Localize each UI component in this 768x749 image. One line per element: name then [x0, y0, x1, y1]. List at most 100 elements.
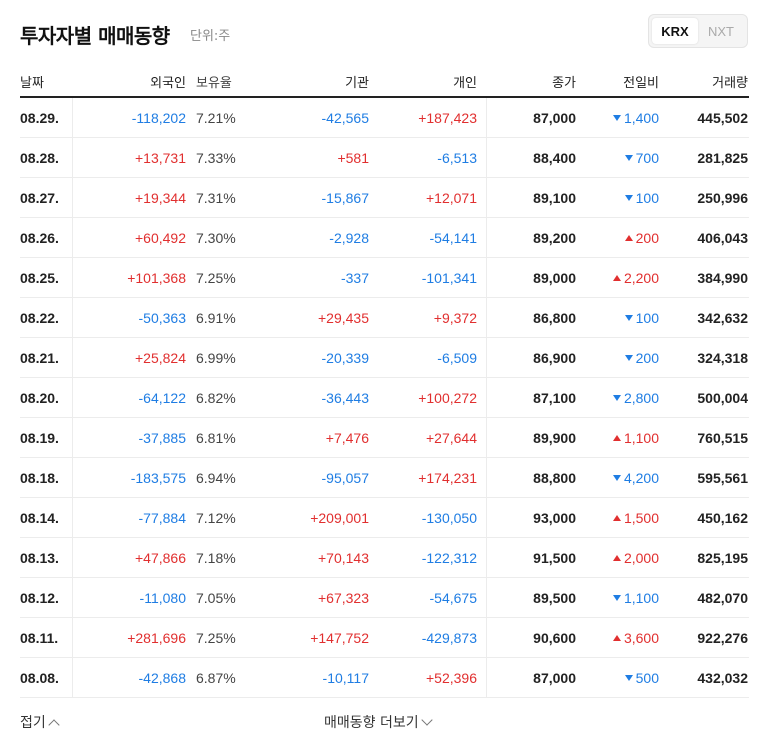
cell-institution: -36,443: [321, 390, 369, 406]
cell-ratio: 7.31%: [196, 190, 236, 206]
triangle-up-icon: [612, 275, 621, 282]
cell-individual: -429,873: [421, 630, 477, 646]
header-individual: 개인: [453, 76, 477, 91]
triangle-down-icon: [624, 195, 633, 202]
column-divider: [486, 98, 487, 698]
cell-foreign: +25,824: [135, 350, 186, 366]
table-row: 08.26. +60,492 7.30% -2,928 -54,141 89,200 200…: [20, 218, 749, 258]
cell-change: 1,100: [612, 590, 659, 606]
cell-foreign: -77,884: [138, 510, 186, 526]
cell-change: 200: [624, 230, 659, 246]
cell-change: 100: [624, 310, 659, 326]
header-date: 날짜: [20, 76, 44, 91]
cell-change: 1,100: [612, 430, 659, 446]
cell-volume: 482,070: [697, 590, 748, 606]
table-row: 08.29. -118,202 7.21% -42,565 +187,423 87,000…: [20, 98, 749, 138]
cell-foreign: +101,368: [127, 270, 186, 286]
triangle-down-icon: [624, 155, 633, 162]
cell-date: 08.18.: [20, 470, 59, 486]
cell-institution: +67,323: [318, 590, 369, 606]
market-option-krx[interactable]: KRX: [652, 18, 698, 44]
cell-close: 89,100: [533, 190, 576, 206]
cell-institution: -95,057: [321, 470, 369, 486]
cell-close: 90,600: [533, 630, 576, 646]
cell-ratio: 7.30%: [196, 230, 236, 246]
cell-institution: -2,928: [329, 230, 369, 246]
cell-date: 08.13.: [20, 550, 59, 566]
table-row: 08.27. +19,344 7.31% -15,867 +12,071 89,100 10…: [20, 178, 749, 218]
triangle-down-icon: [624, 355, 633, 362]
cell-change: 1,400: [612, 110, 659, 126]
cell-close: 86,800: [533, 310, 576, 326]
cell-ratio: 6.87%: [196, 670, 236, 686]
table-body: 08.29. -118,202 7.21% -42,565 +187,423 87,000…: [20, 98, 749, 698]
cell-foreign: +47,866: [135, 550, 186, 566]
header-change: 전일비: [623, 76, 659, 91]
table-row: 08.14. -77,884 7.12% +209,001 -130,050 93,000…: [20, 498, 749, 538]
change-value: 100: [635, 190, 659, 206]
cell-volume: 500,004: [697, 390, 748, 406]
cell-volume: 250,996: [697, 190, 748, 206]
cell-volume: 342,632: [697, 310, 748, 326]
cell-institution: +70,143: [318, 550, 369, 566]
cell-volume: 922,276: [697, 630, 748, 646]
cell-close: 89,500: [533, 590, 576, 606]
cell-institution: +209,001: [310, 510, 369, 526]
cell-ratio: 6.99%: [196, 350, 236, 366]
more-trading-button[interactable]: 매매동향 더보기: [324, 712, 433, 732]
fold-button[interactable]: 접기: [20, 712, 60, 732]
change-value: 1,500: [623, 510, 659, 526]
cell-individual: +52,396: [426, 670, 477, 686]
change-value: 1,100: [623, 590, 659, 606]
cell-institution: -42,565: [321, 110, 369, 126]
market-option-nxt[interactable]: NXT: [708, 23, 734, 39]
cell-institution: +581: [337, 150, 369, 166]
chevron-up-icon: [48, 719, 60, 731]
cell-date: 08.27.: [20, 190, 59, 206]
triangle-up-icon: [612, 635, 621, 642]
more-trading-label: 매매동향 더보기: [324, 715, 419, 731]
cell-close: 88,400: [533, 150, 576, 166]
cell-volume: 450,162: [697, 510, 748, 526]
cell-change: 4,200: [612, 470, 659, 486]
triangle-down-icon: [624, 315, 633, 322]
cell-individual: +9,372: [433, 310, 477, 326]
triangle-down-icon: [612, 395, 621, 402]
table-row: 08.13. +47,866 7.18% +70,143 -122,312 91,500 2…: [20, 538, 749, 578]
cell-date: 08.29.: [20, 110, 59, 126]
triangle-down-icon: [624, 675, 633, 682]
table-row: 08.20. -64,122 6.82% -36,443 +100,272 87,100 2…: [20, 378, 749, 418]
cell-foreign: +19,344: [135, 190, 186, 206]
table-row: 08.22. -50,363 6.91% +29,435 +9,372 86,800 100…: [20, 298, 749, 338]
cell-close: 89,000: [533, 270, 576, 286]
cell-change: 100: [624, 190, 659, 206]
unit-label: 단위:주: [190, 29, 231, 44]
cell-ratio: 7.12%: [196, 510, 236, 526]
market-toggle: KRX NXT: [648, 14, 748, 48]
table-row: 08.18. -183,575 6.94% -95,057 +174,231 88,800…: [20, 458, 749, 498]
cell-volume: 432,032: [697, 670, 748, 686]
table-row: 08.25. +101,368 7.25% -337 -101,341 89,000 2,2…: [20, 258, 749, 298]
cell-change: 1,500: [612, 510, 659, 526]
header-close: 종가: [552, 76, 576, 91]
change-value: 2,000: [623, 550, 659, 566]
cell-ratio: 7.05%: [196, 590, 236, 606]
cell-individual: +174,231: [418, 470, 477, 486]
cell-date: 08.08.: [20, 670, 59, 686]
cell-individual: -54,675: [429, 590, 477, 606]
cell-foreign: +281,696: [127, 630, 186, 646]
cell-institution: -20,339: [321, 350, 369, 366]
cell-date: 08.19.: [20, 430, 59, 446]
cell-institution: +7,476: [325, 430, 369, 446]
table-header: 날짜 외국인 보유율 기관 개인 종가 전일비 거래량: [20, 62, 749, 98]
triangle-down-icon: [612, 595, 621, 602]
cell-individual: -122,312: [421, 550, 477, 566]
change-value: 700: [635, 150, 659, 166]
triangle-up-icon: [612, 435, 621, 442]
change-value: 2,200: [623, 270, 659, 286]
cell-institution: -15,867: [321, 190, 369, 206]
cell-volume: 384,990: [697, 270, 748, 286]
section-title: 투자자별 매매동향: [20, 24, 170, 48]
cell-close: 87,000: [533, 110, 576, 126]
change-value: 1,400: [623, 110, 659, 126]
